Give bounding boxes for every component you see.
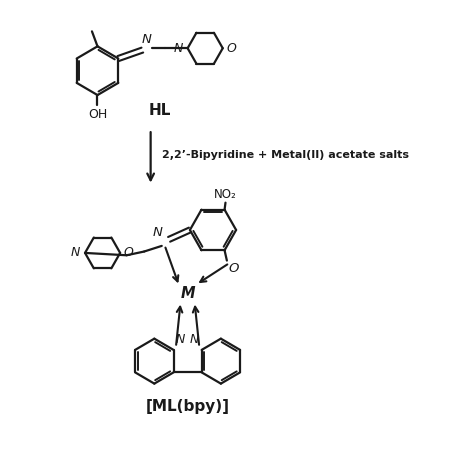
Text: 2,2’-Bipyridine + Metal(II) acetate salts: 2,2’-Bipyridine + Metal(II) acetate salt… [162, 150, 409, 160]
Text: O: O [229, 262, 239, 274]
Text: OH: OH [88, 108, 107, 121]
Text: N: N [71, 246, 81, 259]
Text: N: N [153, 226, 163, 239]
Text: [ML(bpy)]: [ML(bpy)] [146, 399, 229, 414]
Text: M: M [180, 286, 195, 301]
Text: N: N [176, 333, 185, 346]
Text: N: N [173, 42, 183, 55]
Text: O: O [124, 246, 134, 259]
Text: NO₂: NO₂ [214, 188, 237, 201]
Text: O: O [227, 42, 237, 55]
Text: HL: HL [149, 103, 171, 118]
Text: N: N [142, 33, 152, 46]
Text: N: N [190, 333, 200, 346]
